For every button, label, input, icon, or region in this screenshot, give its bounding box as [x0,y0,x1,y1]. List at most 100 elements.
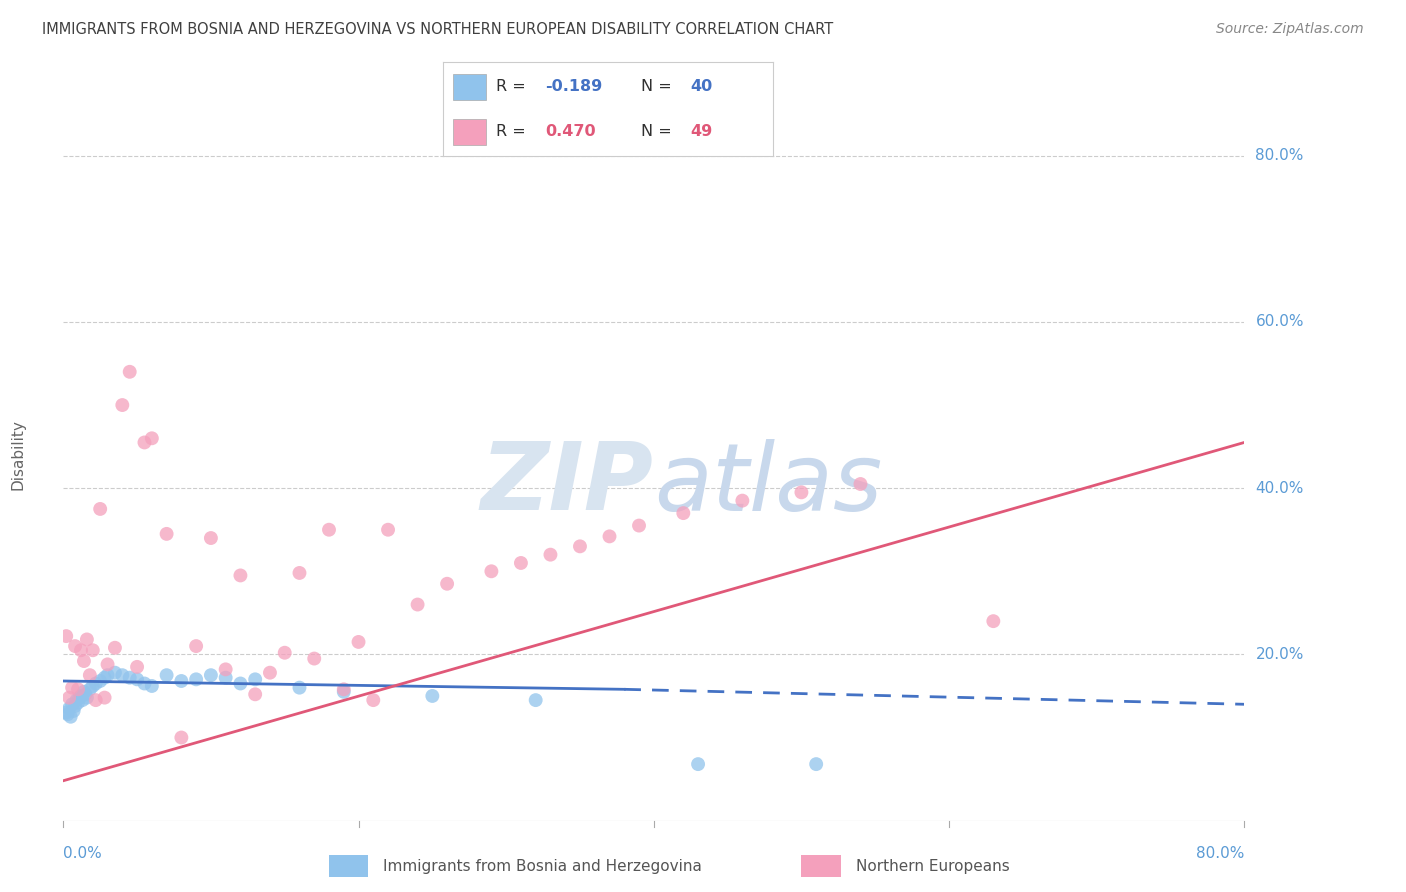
Text: R =: R = [496,79,530,95]
Point [332,682,354,697]
Point [599,529,621,543]
Point [70,689,93,703]
Point [56,707,79,722]
Point [479,564,503,578]
Point [60,681,83,695]
Point [422,689,444,703]
Point [93,690,115,705]
Text: Immigrants from Bosnia and Herzegovina: Immigrants from Bosnia and Herzegovina [382,859,702,873]
Point [318,523,340,537]
Point [686,757,709,772]
Point [155,527,177,541]
Bar [801,855,841,877]
Point [79,682,101,697]
Text: -0.189: -0.189 [546,79,603,95]
Point [259,665,281,680]
Bar [329,855,368,877]
Point [75,687,97,701]
Point [73,654,96,668]
Point [55,706,77,720]
Point [63,698,86,713]
Point [67,682,90,697]
Point [170,673,193,688]
Point [104,665,127,680]
Point [627,518,650,533]
Point [84,693,107,707]
Point [73,685,96,699]
Point [361,693,384,707]
Text: R =: R = [496,124,530,139]
Text: 0.0%: 0.0% [63,846,103,861]
Text: 49: 49 [690,124,713,139]
Point [245,687,267,701]
Point [186,673,208,687]
Text: 80.0%: 80.0% [1256,148,1303,163]
Point [58,701,80,715]
Point [79,668,101,682]
Point [118,365,141,379]
Point [69,690,91,705]
Point [849,477,872,491]
Point [170,731,193,745]
Point [245,673,267,687]
Point [672,506,695,520]
Point [111,398,134,412]
Text: N =: N = [641,79,678,95]
Point [55,629,77,643]
Text: 80.0%: 80.0% [1197,846,1244,861]
Point [509,556,531,570]
Point [186,639,208,653]
Point [118,671,141,685]
Point [200,668,222,682]
Text: IMMIGRANTS FROM BOSNIA AND HERZEGOVINA VS NORTHERN EUROPEAN DISABILITY CORRELATI: IMMIGRANTS FROM BOSNIA AND HERZEGOVINA V… [42,22,834,37]
Point [63,639,86,653]
Text: Disability: Disability [11,419,25,491]
Point [141,679,163,693]
Point [731,493,754,508]
Point [214,662,236,676]
Point [273,646,295,660]
Text: ZIP: ZIP [481,438,654,530]
Point [96,668,118,682]
Point [84,676,107,690]
Text: 20.0%: 20.0% [1256,647,1303,662]
Point [76,632,98,647]
Point [524,693,547,707]
Point [59,710,82,724]
Point [436,576,458,591]
Point [141,431,163,445]
Point [304,651,326,665]
Point [347,635,370,649]
Text: 60.0%: 60.0% [1256,315,1303,329]
Point [229,676,252,690]
Point [67,696,90,710]
Text: 40.0%: 40.0% [1256,481,1303,496]
Point [65,693,87,707]
Point [790,485,813,500]
Point [72,693,94,707]
Point [981,614,1004,628]
Text: Northern Europeans: Northern Europeans [855,859,1010,873]
Point [60,698,83,712]
Point [155,668,177,682]
Point [62,704,84,718]
Text: N =: N = [641,124,678,139]
Point [134,435,156,450]
Bar [453,119,486,145]
Bar [453,74,486,100]
Point [111,668,134,682]
Point [377,523,399,537]
Point [540,548,562,562]
Point [332,685,354,699]
Point [127,673,148,687]
Point [406,598,429,612]
Text: Source: ZipAtlas.com: Source: ZipAtlas.com [1216,22,1364,37]
Point [93,671,115,685]
Point [58,690,80,705]
Point [76,690,98,705]
Point [229,568,252,582]
Point [214,671,236,685]
Point [82,643,104,657]
Point [89,673,111,688]
Point [70,643,93,657]
